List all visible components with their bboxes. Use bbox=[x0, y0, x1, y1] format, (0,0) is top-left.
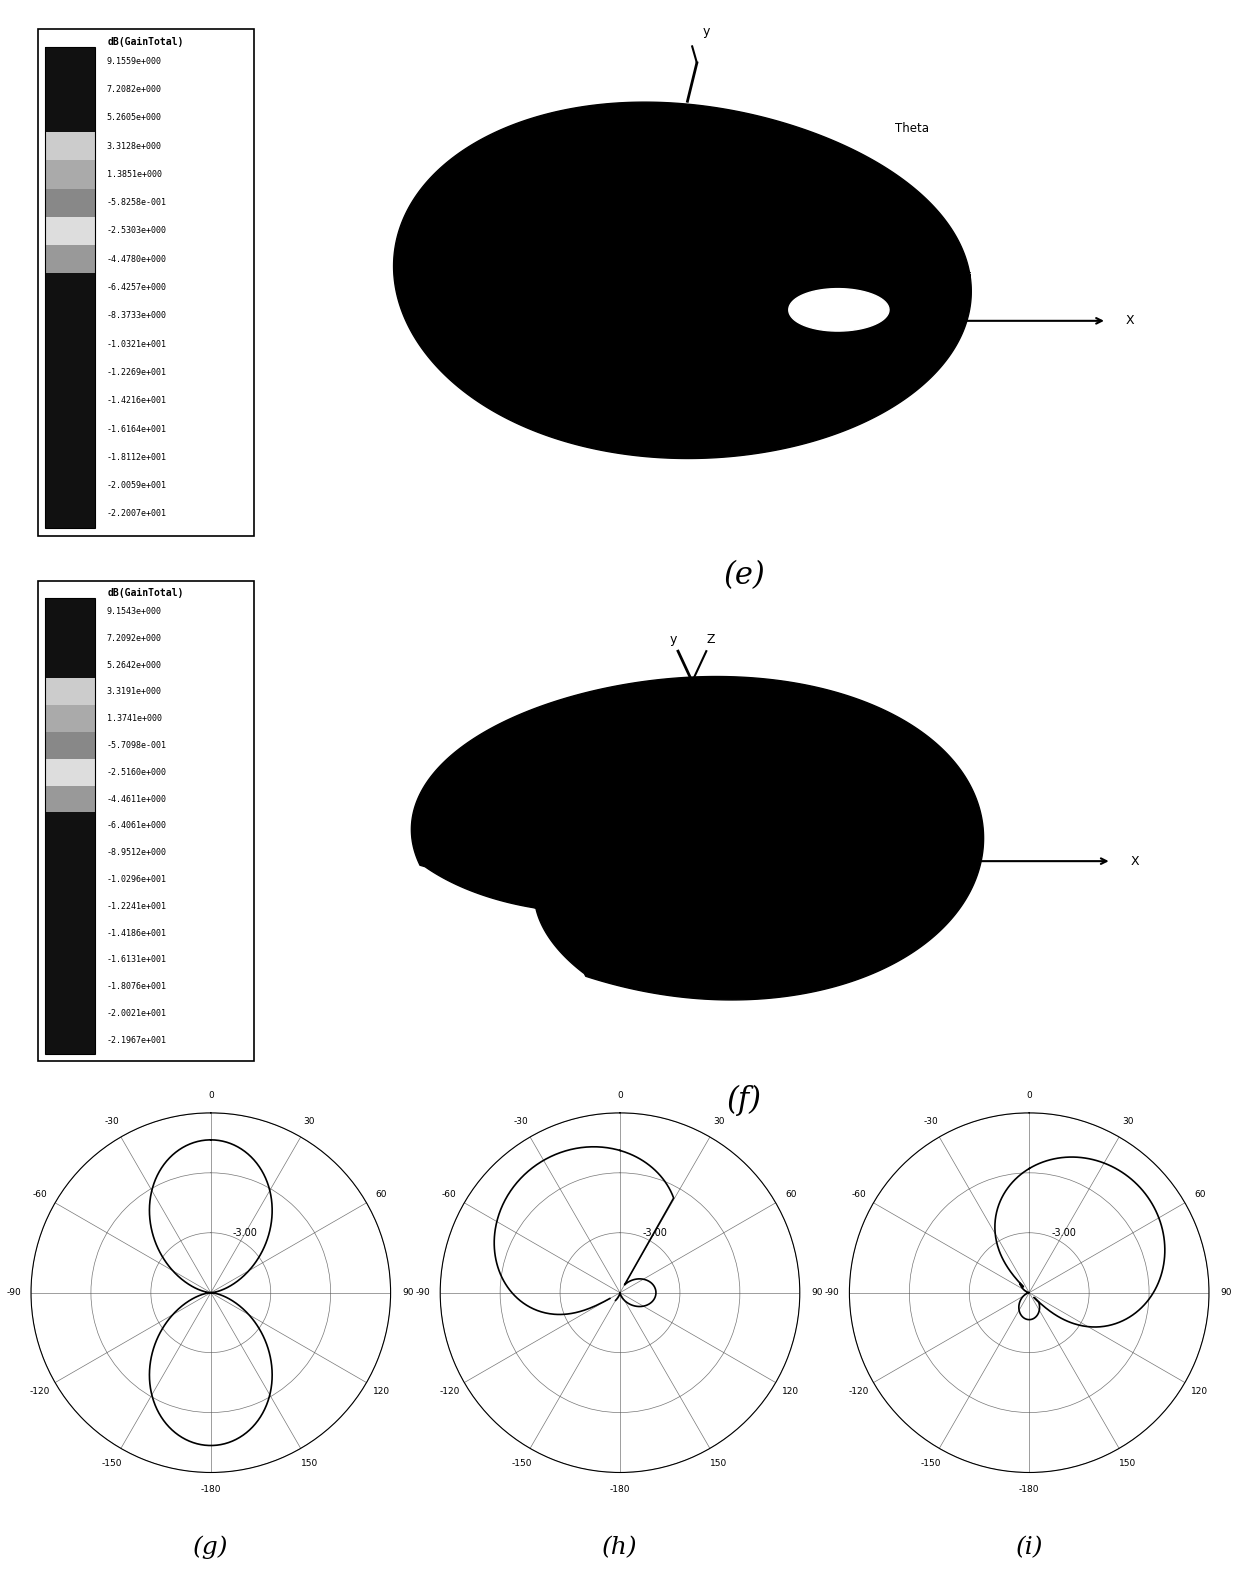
Text: -2.0021e+001: -2.0021e+001 bbox=[107, 1009, 166, 1018]
Bar bbox=[45, 947, 95, 974]
Bar bbox=[45, 274, 95, 302]
Text: (g): (g) bbox=[193, 1535, 228, 1559]
Bar bbox=[45, 732, 95, 759]
Text: 7.2082e+000: 7.2082e+000 bbox=[107, 84, 161, 94]
Bar bbox=[45, 189, 95, 216]
Bar bbox=[45, 974, 95, 1001]
Text: -2.5160e+000: -2.5160e+000 bbox=[107, 768, 166, 776]
Bar bbox=[45, 329, 95, 358]
Text: -5.7098e-001: -5.7098e-001 bbox=[107, 741, 166, 749]
Text: (i): (i) bbox=[1016, 1537, 1043, 1559]
Polygon shape bbox=[789, 288, 889, 331]
Bar bbox=[45, 598, 95, 625]
Bar bbox=[45, 893, 95, 920]
Text: 7.2092e+000: 7.2092e+000 bbox=[107, 633, 161, 643]
Bar bbox=[45, 48, 95, 528]
Bar bbox=[45, 678, 95, 705]
Text: -2.5303e+000: -2.5303e+000 bbox=[107, 226, 166, 235]
Bar bbox=[45, 598, 95, 1053]
Text: -2.0059e+001: -2.0059e+001 bbox=[107, 480, 166, 490]
Text: y: y bbox=[670, 633, 677, 646]
Bar bbox=[45, 920, 95, 947]
Text: -1.6164e+001: -1.6164e+001 bbox=[107, 425, 166, 433]
Polygon shape bbox=[393, 102, 971, 458]
Text: 1.3851e+000: 1.3851e+000 bbox=[107, 170, 161, 178]
Bar bbox=[45, 216, 95, 245]
Text: -8.3733e+000: -8.3733e+000 bbox=[107, 312, 166, 320]
Text: 9.1559e+000: 9.1559e+000 bbox=[107, 57, 161, 65]
Text: 3.3191e+000: 3.3191e+000 bbox=[107, 687, 161, 697]
Text: -3.00: -3.00 bbox=[1052, 1228, 1076, 1238]
Text: -1.8112e+001: -1.8112e+001 bbox=[107, 453, 166, 461]
Text: -1.4186e+001: -1.4186e+001 bbox=[107, 929, 166, 937]
Text: Z: Z bbox=[707, 633, 715, 646]
Bar bbox=[45, 387, 95, 415]
Text: -1.8076e+001: -1.8076e+001 bbox=[107, 982, 166, 991]
Text: -1.2269e+001: -1.2269e+001 bbox=[107, 368, 166, 377]
Text: -4.4611e+000: -4.4611e+000 bbox=[107, 794, 166, 803]
Text: X: X bbox=[1131, 854, 1140, 867]
Bar bbox=[45, 840, 95, 866]
Bar bbox=[45, 1026, 95, 1053]
Text: -2.2007e+001: -2.2007e+001 bbox=[107, 509, 166, 519]
Text: -6.4061e+000: -6.4061e+000 bbox=[107, 821, 166, 831]
Bar bbox=[45, 866, 95, 893]
Text: -1.4216e+001: -1.4216e+001 bbox=[107, 396, 166, 406]
Bar bbox=[45, 415, 95, 444]
Bar bbox=[45, 48, 95, 75]
Bar bbox=[45, 813, 95, 840]
Bar bbox=[45, 444, 95, 471]
Bar bbox=[45, 471, 95, 500]
Bar bbox=[45, 786, 95, 813]
Text: -1.6131e+001: -1.6131e+001 bbox=[107, 955, 166, 964]
Bar bbox=[45, 1001, 95, 1026]
Text: -1.0296e+001: -1.0296e+001 bbox=[107, 875, 166, 885]
Polygon shape bbox=[412, 676, 983, 999]
Text: (h): (h) bbox=[603, 1537, 637, 1559]
Bar bbox=[45, 245, 95, 274]
Text: 3.3128e+000: 3.3128e+000 bbox=[107, 142, 161, 151]
Text: -3.00: -3.00 bbox=[642, 1228, 667, 1238]
Text: dB(GainTotal): dB(GainTotal) bbox=[108, 37, 184, 46]
Text: 5.2642e+000: 5.2642e+000 bbox=[107, 660, 161, 670]
Text: -3.00: -3.00 bbox=[233, 1228, 258, 1238]
Bar bbox=[45, 358, 95, 387]
Text: -5.8258e-001: -5.8258e-001 bbox=[107, 199, 166, 207]
Text: y: y bbox=[703, 25, 711, 38]
Text: -2.1967e+001: -2.1967e+001 bbox=[107, 1036, 166, 1045]
Bar bbox=[45, 625, 95, 652]
Text: -8.9512e+000: -8.9512e+000 bbox=[107, 848, 166, 858]
Bar bbox=[45, 302, 95, 329]
Bar bbox=[45, 705, 95, 732]
Bar bbox=[45, 75, 95, 103]
Text: 9.1543e+000: 9.1543e+000 bbox=[107, 606, 161, 616]
Text: X: X bbox=[1126, 315, 1135, 328]
Text: Theta: Theta bbox=[895, 123, 929, 135]
Bar bbox=[45, 500, 95, 528]
Text: (f): (f) bbox=[727, 1085, 761, 1117]
Text: Phi: Phi bbox=[961, 816, 978, 826]
Text: dB(GainTotal): dB(GainTotal) bbox=[108, 589, 184, 598]
Text: -1.0321e+001: -1.0321e+001 bbox=[107, 339, 166, 348]
Bar bbox=[45, 161, 95, 189]
Bar bbox=[45, 759, 95, 786]
Text: 1.3741e+000: 1.3741e+000 bbox=[107, 714, 161, 724]
Text: -1.2241e+001: -1.2241e+001 bbox=[107, 902, 166, 910]
Text: Phi: Phi bbox=[956, 272, 973, 282]
Text: -4.4780e+000: -4.4780e+000 bbox=[107, 255, 166, 264]
Text: -6.4257e+000: -6.4257e+000 bbox=[107, 283, 166, 293]
Bar bbox=[45, 103, 95, 132]
Text: 5.2605e+000: 5.2605e+000 bbox=[107, 113, 161, 123]
Bar bbox=[45, 652, 95, 678]
Bar bbox=[45, 132, 95, 161]
Text: (e): (e) bbox=[723, 560, 765, 590]
